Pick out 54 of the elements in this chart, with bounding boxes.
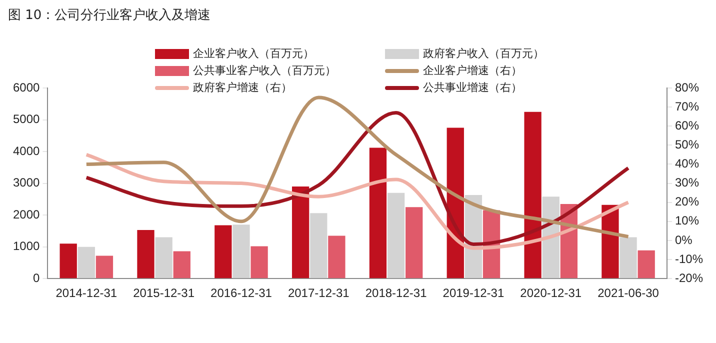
bar <box>155 237 172 278</box>
y2-tick-label: -10% <box>674 252 704 266</box>
bar <box>387 192 405 278</box>
y-tick-label: 5000 <box>12 112 40 126</box>
y2-tick-label: 80% <box>674 80 700 94</box>
bar <box>524 112 542 278</box>
bar <box>60 244 77 278</box>
y-tick-label: 3000 <box>12 176 40 190</box>
bar <box>638 250 655 278</box>
bar <box>369 148 387 278</box>
line-series <box>84 152 630 250</box>
y2-tick-label: 20% <box>674 194 700 209</box>
y2-tick-label: 70% <box>674 99 700 114</box>
y2-tick-label: 60% <box>674 118 700 132</box>
bar <box>328 236 346 278</box>
y-tick-label: 1000 <box>12 239 40 254</box>
legend-label: 政府客户增速（右） <box>193 80 292 95</box>
chart-title: 图 10：公司分行业客户收入及增速 <box>8 7 211 24</box>
x-tick-label: 2016-12-31 <box>210 286 272 300</box>
bar <box>292 186 310 278</box>
y-tick-label: 2000 <box>12 207 40 222</box>
y2-tick-label: 50% <box>674 137 700 152</box>
bar <box>250 246 268 278</box>
bar <box>96 256 114 278</box>
legend-label: 企业客户收入（百万元） <box>193 46 314 61</box>
x-tick-label: 2014-12-31 <box>56 286 118 300</box>
bar <box>406 207 423 278</box>
bar <box>78 246 95 278</box>
x-tick-label: 2020-12-31 <box>520 286 582 300</box>
bar <box>620 237 637 278</box>
y2-tick-label: -20% <box>674 270 704 285</box>
bar <box>137 230 154 278</box>
y2-tick-label: 0% <box>674 232 693 247</box>
line-series <box>84 96 630 238</box>
y-tick-label: 4000 <box>12 144 40 158</box>
legend-label: 公共事业客户收入（百万元） <box>193 63 336 78</box>
x-tick-label: 2018-12-31 <box>365 286 428 300</box>
bar <box>173 251 190 278</box>
legend-label: 企业客户增速（右） <box>423 63 522 78</box>
legend-label: 政府客户收入（百万元） <box>423 46 544 61</box>
y-tick-label: 6000 <box>12 80 40 94</box>
x-tick-label: 2021-06-30 <box>598 286 660 300</box>
y-tick-label: 0 <box>33 270 40 285</box>
y2-tick-label: 40% <box>674 156 700 171</box>
x-tick-label: 2015-12-31 <box>133 286 195 300</box>
y2-tick-label: 30% <box>674 176 700 190</box>
x-tick-label: 2019-12-31 <box>442 286 504 300</box>
bar <box>232 224 250 278</box>
bar <box>214 225 232 278</box>
line-series <box>84 111 630 246</box>
bar <box>310 213 328 278</box>
x-tick-label: 2017-12-31 <box>288 286 350 300</box>
legend-label: 公共事业增速（右） <box>423 80 522 95</box>
y2-tick-label: 10% <box>674 214 700 228</box>
